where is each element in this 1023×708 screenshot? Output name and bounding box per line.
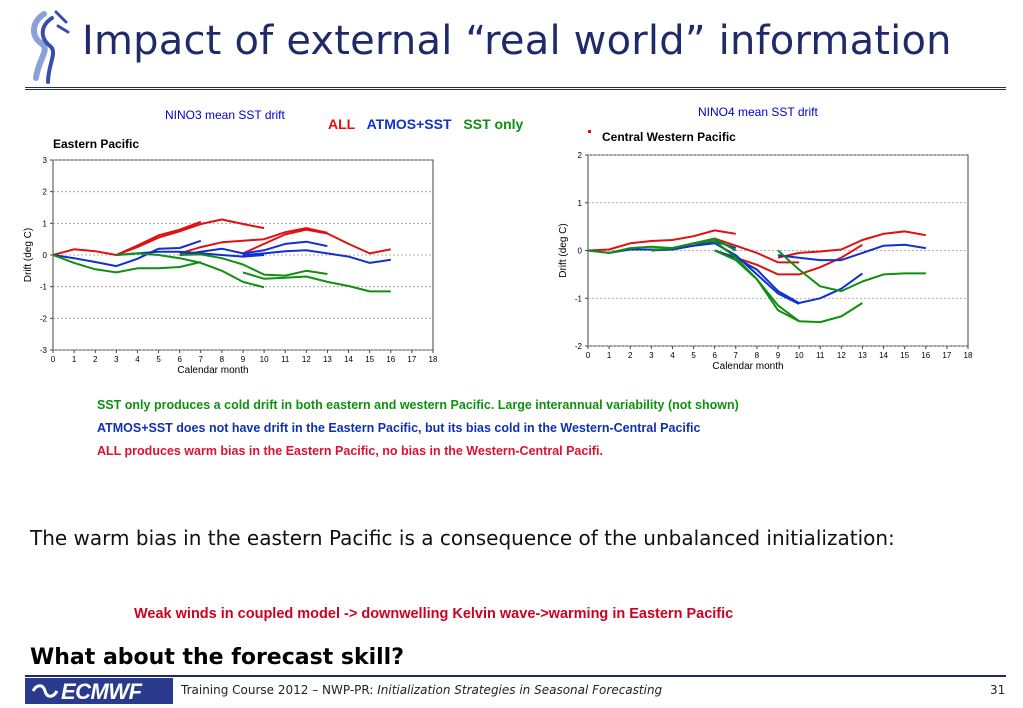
y-axis-label: Drift (deg C) [23,228,34,282]
x-tick-label: 4 [135,355,140,364]
series-line-sst-only [714,249,863,324]
x-tick-label: 2 [628,351,633,360]
x-tick-label: 6 [712,351,717,360]
series-line-atmos-sst [242,249,391,264]
x-tick-label: 9 [776,351,781,360]
note-sst-only: SST only produces a cold drift in both e… [97,398,739,412]
ecmwf-swirl-logo-icon [31,10,70,84]
x-tick-label: 10 [795,351,804,360]
x-tick-label: 10 [260,355,269,364]
x-tick-label: 11 [281,355,290,364]
series-line-atmos-sst [777,243,926,262]
legend-atmos-sst: ATMOS+SST [366,116,452,132]
question-heading: What about the forecast skill? [30,645,404,670]
series-line-sst-only [179,253,328,277]
y-tick-label: 1 [43,219,48,228]
y-tick-label: -2 [575,342,583,351]
series-line-sst-only [651,240,800,323]
series-line-all [587,229,736,252]
series-line-sst-only [52,254,202,274]
x-tick-label: 8 [220,355,225,364]
x-tick-label: 0 [586,351,591,360]
x-tick-label: 12 [837,351,846,360]
series-line-sst-only [242,271,391,293]
legend-all: ALL [328,116,356,132]
x-tick-label: 9 [241,355,246,364]
legend-sst-only: SST only [463,116,524,132]
x-tick-label: 8 [755,351,760,360]
x-axis-label: Calendar month [177,365,248,376]
y-tick-label: -1 [40,283,48,292]
x-tick-label: 0 [51,355,56,364]
y-tick-label: 3 [43,156,48,165]
x-tick-label: 14 [879,351,888,360]
x-tick-label: 6 [177,355,182,364]
x-tick-label: 17 [407,355,416,364]
note-atmos-sst: ATMOS+SST does not have drift in the Eas… [97,421,701,435]
chart-title-nino4: NINO4 mean SST drift [698,105,818,119]
x-tick-label: 15 [900,351,909,360]
series-line-all [179,227,328,255]
x-tick-label: 1 [72,355,77,364]
series-line-all [115,218,265,256]
ecmwf-logo: ECMWF [25,678,173,704]
x-tick-label: 7 [199,355,204,364]
x-tick-label: 4 [670,351,675,360]
x-tick-label: 3 [649,351,654,360]
wave-logo-icon [31,684,59,698]
footer-course-title: Initialization Strategies in Seasonal Fo… [377,683,663,697]
x-tick-label: 16 [921,351,930,360]
x-tick-label: 7 [734,351,739,360]
x-axis-label: Calendar month [712,361,783,372]
series-line-atmos-sst [179,240,328,256]
series-line-atmos-sst [52,239,202,268]
chart-title-nino3: NINO3 mean SST drift [165,108,285,122]
footer-prefix: Training Course 2012 – NWP-PR: [181,683,378,697]
x-tick-label: 18 [964,351,973,360]
x-tick-label: 12 [302,355,311,364]
y-tick-label: 2 [578,151,583,160]
x-tick-label: 15 [365,355,374,364]
y-tick-label: -3 [40,346,48,355]
footer-text: Training Course 2012 – NWP-PR: Initializ… [181,683,662,697]
series-line-sst-only [116,252,265,289]
explanation-paragraph: The warm bias in the eastern Pacific is … [30,526,895,550]
logo-text: ECMWF [61,679,142,704]
series-line-all [242,228,391,255]
x-tick-label: 11 [816,351,825,360]
series-line-sst-only [777,249,926,293]
bullet-dot [588,130,591,133]
y-tick-label: 1 [578,199,583,208]
series-line-all [777,230,926,259]
y-tick-label: -1 [575,294,583,303]
x-tick-label: 18 [429,355,438,364]
x-tick-label: 5 [156,355,161,364]
x-tick-label: 5 [691,351,696,360]
page-number: 31 [990,683,1006,697]
y-tick-label: 2 [43,188,48,197]
x-tick-label: 2 [93,355,98,364]
x-tick-label: 13 [858,351,867,360]
y-tick-label: -2 [40,314,48,323]
y-axis-label: Drift (deg C) [558,223,569,277]
region-label-central-western: Central Western Pacific [602,130,736,144]
footer-divider [25,675,1006,677]
highlight-statement: Weak winds in coupled model -> downwelli… [134,606,734,622]
x-tick-label: 1 [607,351,612,360]
x-tick-label: 3 [114,355,119,364]
x-tick-label: 13 [323,355,332,364]
y-tick-label: 0 [578,247,583,256]
x-tick-label: 17 [942,351,951,360]
series-line-sst-only [587,237,737,254]
series-legend: ALL ATMOS+SST SST only [328,116,531,132]
slide-title: Impact of external “real world” informat… [82,18,952,64]
y-tick-label: 0 [43,251,48,260]
x-tick-label: 14 [344,355,353,364]
region-label-eastern: Eastern Pacific [53,137,140,151]
note-all: ALL produces warm bias in the Eastern Pa… [97,444,603,458]
title-divider [25,87,1006,90]
x-tick-label: 16 [386,355,395,364]
